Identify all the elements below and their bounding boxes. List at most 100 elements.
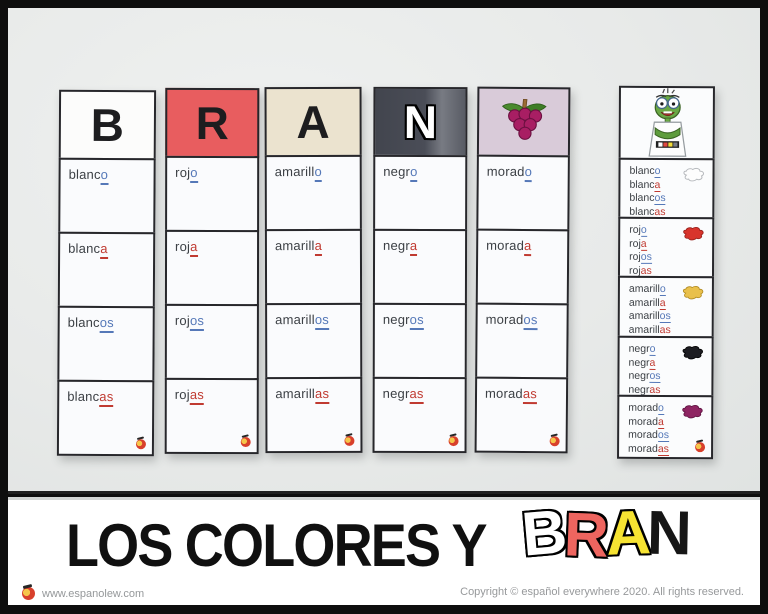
word-base: roj [629,223,641,236]
word-base: roj [629,237,641,250]
footer-left: www.espanolew.com [22,587,144,600]
key-header-character [618,85,715,161]
word-cell: rojas [164,377,259,455]
word-cell: negras [372,376,467,454]
paint-splat-icon [683,226,704,241]
word-base: amarill [275,385,316,402]
word-base: negr [628,342,650,355]
word-cell: roja [164,229,260,307]
key-section-blanco: blanco blanca blancos blancas [618,157,715,220]
word-base: negr [382,385,410,401]
brand-logo-icon [240,437,251,448]
word-cell: amarilla [264,228,363,306]
word-cell: blancos [57,305,155,383]
key-section-rojo: rojo roja rojos rojas [617,216,715,279]
word-base: roj [174,386,190,402]
word-ending: os [409,311,424,331]
word-cell: blancas [56,379,155,457]
brand-logo-icon [695,442,706,453]
word-ending: os [314,311,329,330]
word-cell: morada [475,228,570,306]
word-base: morad [486,237,525,254]
word-ending: as [657,442,669,456]
word-base: morad [628,401,659,414]
word-ending: o [100,166,109,186]
word-ending: a [640,237,647,251]
word-ending: os [640,250,652,264]
word-ending: as [659,323,671,337]
word-ending: o [659,282,666,296]
espanol-everywhere-logo-icon [22,587,35,600]
word-base: roj [175,164,191,180]
word-ending: os [657,428,670,443]
word-ending: o [654,164,661,178]
word-ending: o [658,401,664,415]
word-base: negr [382,311,410,327]
card-strip-rojo: R rojo roja rojos rojas [164,87,260,455]
header-letter: B [90,98,125,152]
word-cell: blanca [57,231,156,309]
bran-letter-a: A [604,498,649,569]
word-ending: a [657,415,664,429]
bran-letter-n: N [646,498,690,569]
word-cell: morados [475,302,569,380]
word-base: blanc [68,166,101,182]
word-base: amarill [274,237,315,254]
word-cell: morado [476,154,570,232]
answer-key-strip: blanco blanca blancos blancas rojo roja … [617,85,715,460]
bran-character-icon [648,88,687,157]
word-ending: as [522,386,538,405]
word-ending: os [654,191,666,205]
word-cell: negro [373,154,468,232]
word-ending: os [649,369,661,383]
word-cell: amarillas [265,376,363,454]
word-cell: rojo [165,155,260,233]
word-ending: a [409,237,418,256]
word-cell: amarillo [264,154,362,232]
strip-header-grapes [476,86,571,158]
word-ending: a [654,178,661,192]
word-ending: a [659,296,666,310]
word-cell: amarillos [265,302,363,380]
word-base: roj [174,312,190,328]
photo-area: B blanco blanca blancos blancas R rojo r… [8,8,760,494]
word-base: amarill [628,323,660,336]
word-base: morad [485,311,524,328]
card-strip-negro: N negro negra negros negras [372,86,468,454]
word-base: morad [628,415,659,428]
word-base: negr [628,369,650,382]
word-ending: as [99,388,114,408]
word-cell: negra [372,228,468,306]
paint-splat-icon [683,167,704,182]
word-base: morad [484,385,523,402]
grapes-icon [501,99,547,140]
word-ending: o [524,164,533,183]
strip-header-n: N [373,86,468,158]
word-ending: os [659,309,671,324]
word-base: morad [486,163,525,180]
word-base: blanc [68,240,101,256]
card-strip-blanco: B blanco blanca blancos blancas [56,89,157,457]
word-ending: as [189,386,205,405]
word-ending: o [640,223,647,237]
header-letter: N [403,95,438,149]
word-base: negr [383,163,411,179]
paint-splat-icon [682,404,703,419]
bran-wordmark: BRAN [519,497,690,570]
word-base: blanc [629,191,655,204]
card-strip-amarillo: A amarillo amarilla amarillos amarillas [264,86,363,454]
word-base: blanc [629,205,655,218]
word-base: amarill [628,282,660,295]
word-base: amarill [275,311,315,328]
word-base: roj [629,250,641,263]
strip-header-a: A [264,86,362,158]
page-title: LOS COLORES Y [66,512,487,579]
word-cell: negros [372,302,467,380]
word-base: blanc [629,178,655,191]
word-cell: rojos [164,303,259,381]
word-ending: a [100,240,108,260]
paint-splat-icon [682,345,703,360]
brand-logo-icon [135,439,146,450]
word-ending: os [189,312,205,331]
word-base: roj [175,238,191,254]
